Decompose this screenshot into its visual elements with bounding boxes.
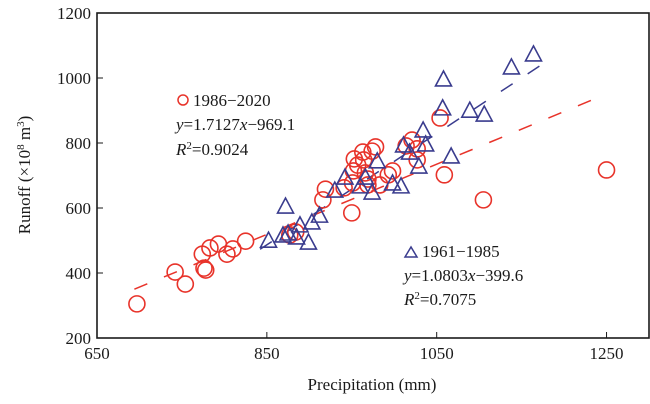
x-tick-label: 650 [84,344,110,363]
data-point-circle [383,162,402,180]
data-point-circle [366,138,385,156]
data-point-circle [431,109,449,127]
legend-1961-1985-equation: y=1.0803x−399.6 [402,266,523,285]
data-point-triangle [434,69,453,87]
data-point-triangle [276,196,295,214]
data-point-triangle [433,98,452,116]
x-axis-title: Precipitation (mm) [308,375,437,394]
data-point-circle [176,275,195,293]
data-point-triangle [310,205,329,223]
plot-frame [96,12,650,339]
data-point-circle [408,151,426,169]
data-point-circle [224,240,242,258]
y-tick-label: 1200 [57,4,91,23]
data-point-triangle [362,182,382,200]
data-point-circle [435,166,454,184]
data-point-circle [335,179,353,197]
data-point-circle [128,295,146,313]
legend-1961-1985-label: 1961−1985 [422,242,500,261]
data-point-circle [236,232,255,250]
data-point-circle [195,259,213,277]
data-point-triangle [441,146,461,164]
data-point-triangle [400,142,419,160]
data-point-triangle [383,173,402,191]
data-point-circle [342,204,361,222]
data-point-circle [218,245,236,263]
data-point-triangle [460,100,480,118]
data-point-circle [474,191,493,209]
data-point-circle [363,142,381,160]
legend-1986-2020-r2: R2=0.9024 [175,140,249,159]
y-axis-title: Runoff (×108 m3) [15,116,34,235]
data-point-circle [166,263,184,281]
y-tick-label: 800 [66,134,92,153]
data-point-triangle [524,44,543,62]
data-point-circle [379,166,398,184]
legend-1961-1985-r2: R2=0.7075 [403,290,476,309]
data-point-triangle [409,156,429,174]
x-tick-label: 850 [254,344,280,363]
legend-1986-2020-label: 1986−2020 [193,91,271,110]
legend-1961-1985: 1961−1985 y=1.0803x−399.6 R2=0.7075 [402,242,523,309]
plot-marks [128,44,616,313]
axis-ticks: 650 850 1050 1250 200 400 600 800 1000 1200 [57,4,624,363]
data-point-triangle [335,167,355,185]
data-point-triangle [367,151,387,169]
data-point-triangle [416,134,435,152]
legend-1986-2020-equation: y=1.7127x−969.1 [174,115,295,134]
data-point-triangle [502,57,521,75]
data-point-triangle [394,135,413,153]
legend-circle-marker-icon [177,94,189,106]
data-point-circle [196,261,215,279]
data-point-circle [314,191,332,209]
data-point-triangle [290,215,310,233]
y-tick-label: 600 [66,199,92,218]
data-point-circle [316,180,335,198]
y-tick-label: 200 [66,329,92,348]
data-point-triangle [287,227,306,245]
data-point-triangle [273,225,293,243]
legend-triangle-marker-icon [403,245,419,258]
y-tick-label: 1000 [57,69,91,88]
data-point-triangle [299,232,318,250]
data-point-circle [201,239,219,257]
data-point-triangle [356,167,375,185]
x-tick-label: 1050 [420,344,454,363]
y-tick-label: 400 [66,264,92,283]
data-point-circle [354,143,372,161]
trendline-1986-2020 [134,93,607,290]
data-point-triangle [474,104,494,122]
data-point-triangle [350,176,370,194]
data-point-triangle [391,176,411,194]
x-tick-label: 1250 [590,344,624,363]
data-point-triangle [413,120,433,138]
legend-1986-2020: 1986−2020 y=1.7127x−969.1 R2=0.9024 [174,91,295,159]
data-point-triangle [259,230,278,248]
data-point-triangle [325,180,345,198]
data-point-circle [597,161,616,179]
